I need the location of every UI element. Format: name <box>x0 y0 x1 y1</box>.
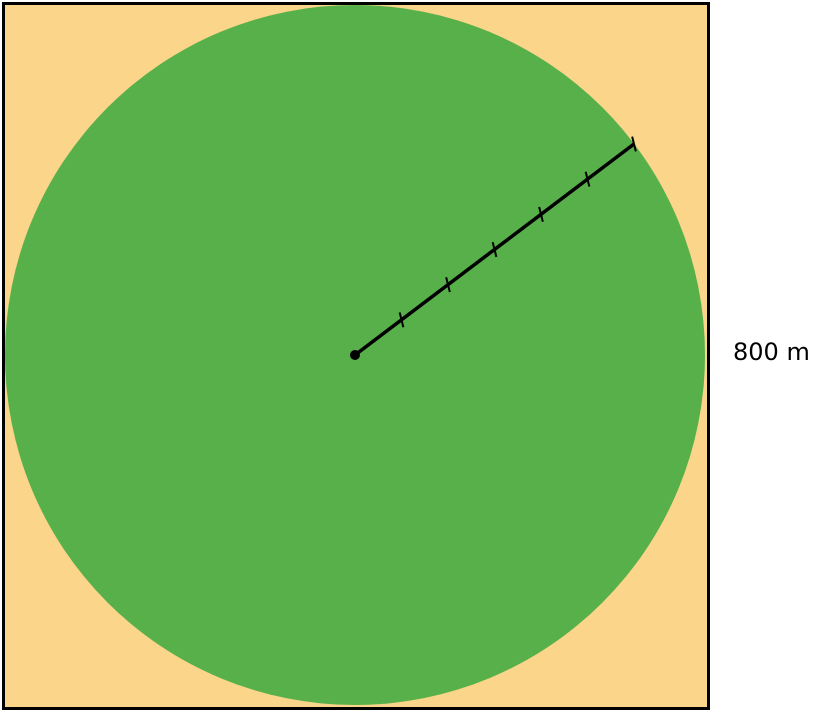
radius-tick <box>584 171 591 187</box>
radius-ticks <box>398 136 637 328</box>
center-point <box>350 350 360 360</box>
radius-tick <box>538 206 544 222</box>
radius-tick <box>445 277 451 293</box>
radius-tick <box>631 136 637 152</box>
radius-tick <box>398 312 405 328</box>
side-length-label: 800 m <box>733 338 810 366</box>
radius-tick <box>491 241 498 258</box>
